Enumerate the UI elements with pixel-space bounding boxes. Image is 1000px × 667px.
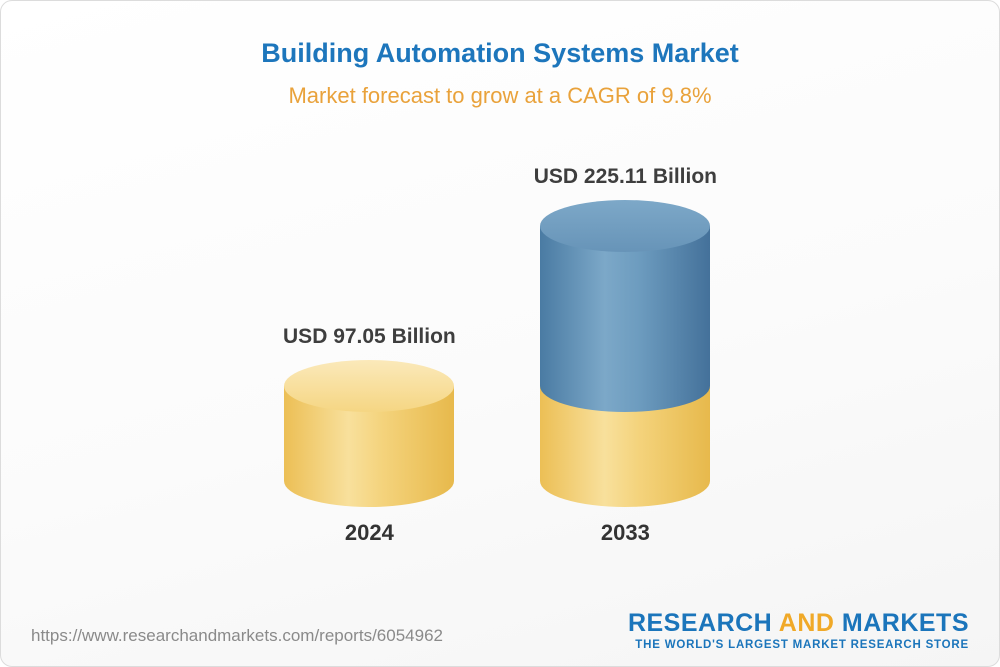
- year-label-2033: 2033: [600, 520, 650, 545]
- cylinder-2033-cap: [540, 200, 711, 252]
- logo-text-research: RESEARCH: [627, 609, 773, 637]
- page-title: Building Automation Systems Market: [261, 38, 739, 68]
- value-label-2024: USD 97.05 Billion: [283, 325, 456, 348]
- bar-group-2024: USD 97.05 Billion 2024: [283, 324, 456, 546]
- cylinder-2024-cap: [284, 360, 455, 412]
- year-label-2024: 2024: [344, 520, 394, 545]
- logo-tagline: THE WORLD'S LARGEST MARKET RESEARCH STOR…: [635, 639, 969, 651]
- footer: https://www.researchandmarkets.com/repor…: [1, 596, 999, 666]
- logo-text-and: AND: [778, 609, 835, 637]
- cylinder-2024: [284, 360, 455, 507]
- value-label-2033: USD 225.11 Billion: [533, 165, 717, 188]
- page-subtitle: Market forecast to grow at a CAGR of 9.8…: [288, 83, 712, 108]
- report-url-link[interactable]: https://www.researchandmarkets.com/repor…: [31, 626, 443, 645]
- research-and-markets-logo: RESEARCH AND MARKETS THE WORLD'S LARGEST…: [628, 610, 969, 652]
- cylinder-2033-growth-segment: [540, 226, 711, 412]
- bar-chart: USD 97.05 Billion 2024 USD 225.11 Billio…: [1, 164, 999, 546]
- logo-wordmark: RESEARCH AND MARKETS: [628, 610, 969, 637]
- cylinder-2033: [540, 200, 711, 507]
- logo-text-markets: MARKETS: [841, 609, 969, 637]
- bar-group-2033: USD 225.11 Billion 2033: [534, 164, 717, 546]
